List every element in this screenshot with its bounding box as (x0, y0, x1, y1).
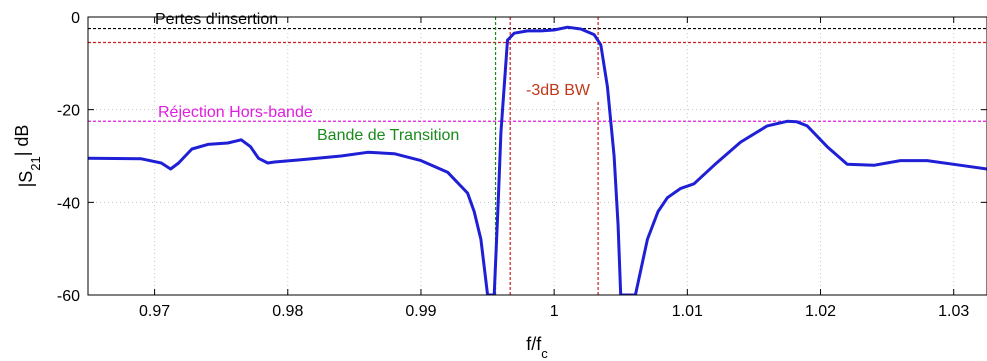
annotation-pertes: Pertes d'insertion (155, 11, 278, 28)
y-tick-label: -40 (57, 195, 80, 212)
x-tick-label: 0.99 (405, 303, 436, 320)
y-tick-label: -20 (57, 103, 80, 120)
s21-series-line (88, 25, 987, 295)
y-tick-label: 0 (71, 10, 80, 27)
annotation-rejection: Réjection Hors-bande (158, 104, 313, 121)
reference-lines (88, 17, 987, 295)
x-tick-label: 1.03 (938, 303, 969, 320)
x-tick-label: 1.02 (805, 303, 836, 320)
y-tick-label: -60 (57, 288, 80, 305)
annotations: Pertes d'insertion Réjection Hors-bandeBa… (155, 11, 601, 144)
annotation-transition: Bande de Transition (317, 127, 459, 144)
x-tick-label: 1.01 (672, 303, 703, 320)
grid (88, 16, 987, 296)
bw-label-background (515, 78, 601, 100)
y-axis-label: |S21| dB (12, 125, 43, 188)
x-tick-label: 1 (550, 303, 559, 320)
x-tick-label: 0.98 (272, 303, 303, 320)
plot-frame (87, 16, 987, 296)
series-layer (88, 25, 987, 295)
annotation-bw: -3dB BW (526, 82, 591, 99)
axis-ticks: 0.97 0.98 0.99 1 1.01 1.02 1.03 0 -20 -40 -60 (57, 10, 987, 320)
x-tick-label: 0.97 (139, 303, 170, 320)
x-axis-label: f/fc (526, 334, 548, 361)
